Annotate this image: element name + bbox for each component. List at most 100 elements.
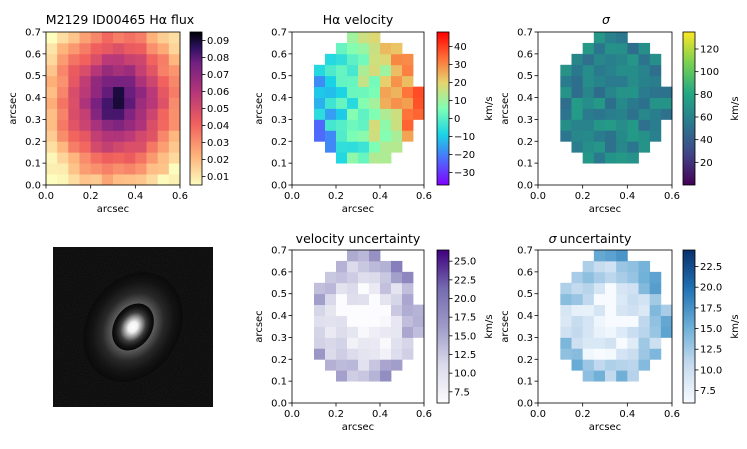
heat-cell (314, 326, 326, 338)
heat-cell (660, 86, 673, 98)
colorbar-tick-label: 0.09 (207, 36, 229, 47)
heat-cell (582, 152, 595, 164)
heat-cell (157, 141, 170, 153)
heat-cell (124, 152, 136, 164)
x-tick-label: 0.0 (530, 409, 546, 420)
heat-cell (380, 152, 392, 164)
heat-cell (168, 174, 181, 186)
heat-cell (402, 348, 414, 360)
heat-cell (135, 64, 147, 77)
heat-cell (593, 293, 606, 306)
heat-cell (616, 97, 628, 109)
velocity-title: Hα velocity (323, 12, 394, 27)
heat-cell (46, 141, 58, 153)
heat-cell (560, 348, 572, 360)
x-tick-label: 0.4 (372, 409, 388, 420)
heat-cell (627, 152, 639, 164)
heat-cell (101, 53, 114, 66)
heat-cell (79, 163, 92, 175)
colorbar-tick-label: 20.0 (700, 283, 722, 294)
heat-cell (660, 97, 673, 109)
heat-cell (101, 32, 114, 44)
heat-cell (135, 163, 147, 175)
heat-cell (168, 163, 181, 175)
heat-cell (90, 97, 103, 109)
heat-cell (113, 130, 125, 142)
heat-cell (124, 86, 136, 98)
x-tick-label: 0.0 (284, 191, 300, 202)
heat-cell (347, 130, 359, 142)
axes-frame (45, 31, 181, 186)
heat-cell (369, 32, 381, 44)
heat-cell (347, 370, 359, 382)
heat-cell (380, 293, 392, 306)
heat-cell (582, 348, 595, 360)
colorbar-tick-label: 17.5 (700, 303, 722, 314)
heat-cell (380, 64, 392, 77)
colorbar-tick-label: 7.5 (700, 386, 716, 397)
heat-cell (358, 64, 370, 77)
heat-cell (101, 108, 114, 120)
heat-cell (571, 348, 584, 360)
heat-cell (336, 282, 348, 295)
heat-cell (369, 119, 381, 131)
heat-cell (135, 130, 147, 142)
colorbar-tick-label: 80 (700, 90, 713, 101)
heat-cell (391, 337, 403, 349)
heat-cell (124, 119, 136, 131)
heat-cell (560, 326, 572, 338)
heat-cell (638, 271, 651, 284)
heat-cell (168, 108, 181, 120)
y-tick-label: 0.4 (517, 311, 533, 322)
heat-cell (358, 250, 370, 262)
heat-cell (157, 75, 170, 88)
heat-cell (358, 304, 370, 316)
heat-cell (124, 42, 136, 55)
y-tick-label: 0.4 (271, 311, 287, 322)
heat-cell (79, 75, 92, 88)
heat-cell (369, 348, 381, 360)
heat-cell (135, 42, 147, 55)
heat-cell (46, 86, 58, 98)
heat-cell (101, 42, 114, 55)
heat-cell (146, 174, 159, 186)
heat-cell (402, 271, 414, 284)
heat-cell (616, 304, 628, 316)
heat-cell (616, 282, 628, 295)
heat-cell (649, 326, 662, 338)
heat-cell (113, 141, 125, 153)
x-tick-label: 0.6 (416, 191, 432, 202)
heat-cell (560, 282, 572, 295)
heat-cell (68, 108, 80, 120)
heat-cell (57, 42, 69, 55)
heat-cell (124, 97, 136, 109)
y-tick-label: 0.0 (25, 181, 41, 192)
heat-cell (113, 97, 125, 109)
heat-cell (90, 174, 103, 186)
heat-cell (325, 304, 337, 316)
heat-cell (627, 337, 639, 349)
heat-cell (113, 86, 125, 98)
heat-cell (582, 326, 595, 338)
heat-cell (649, 315, 662, 327)
colorbar-tick-label: 40 (454, 42, 467, 53)
heat-cell (369, 250, 381, 262)
heat-cell (68, 53, 80, 66)
heat-cell (314, 108, 326, 120)
heat-cell (638, 75, 651, 88)
y-tick-label: 0.2 (517, 137, 533, 148)
heat-cell (402, 75, 414, 88)
heat-cell (113, 64, 125, 77)
colorbar (436, 249, 450, 404)
heat-cell (168, 130, 181, 142)
heat-cell (391, 260, 403, 273)
heat-cell (616, 32, 628, 44)
heat-cell (582, 119, 595, 131)
heat-cell (402, 53, 414, 66)
heat-cell (649, 75, 662, 88)
heat-cell (57, 130, 69, 142)
heat-cell (380, 348, 392, 360)
heat-cell (168, 42, 181, 55)
heat-cell (369, 64, 381, 77)
heat-cell (157, 42, 170, 55)
